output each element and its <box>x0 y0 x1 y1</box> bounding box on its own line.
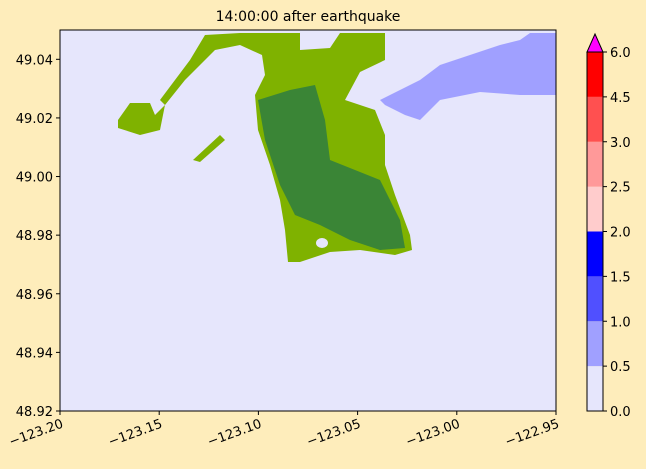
colorbar-label: 1.0 <box>610 315 631 330</box>
colorbar-label: 3.0 <box>610 136 631 151</box>
land <box>118 103 165 135</box>
x-tick-label: −122.95 <box>503 417 561 450</box>
y-tick-label: 49.02 <box>16 112 53 127</box>
colorbar-segment <box>587 52 603 97</box>
chart-title: 14:00:00 after earthquake <box>216 9 401 25</box>
y-tick-label: 48.92 <box>16 405 53 420</box>
colorbar-segment <box>587 186 603 232</box>
y-tick-label: 48.98 <box>16 229 53 244</box>
deep-inundation <box>258 85 405 250</box>
colorbar-segment <box>587 231 603 277</box>
y-tick-label: 49.00 <box>16 171 53 186</box>
y-tick-label: 48.96 <box>16 288 53 303</box>
colorbar-label: 2.0 <box>610 226 631 241</box>
x-tick-label: −123.20 <box>7 417 65 450</box>
pond <box>316 238 328 248</box>
x-tick-label: −123.00 <box>404 417 462 450</box>
colorbar-segment <box>587 276 603 322</box>
x-tick-label: −123.10 <box>206 417 264 450</box>
colorbar-segment <box>587 141 603 187</box>
colorbar-segment <box>587 96 603 142</box>
plot-area <box>59 29 557 412</box>
x-tick-label: −123.15 <box>106 417 164 450</box>
colorbar-segment <box>587 366 603 411</box>
colorbar-label: 1.5 <box>610 270 631 285</box>
colorbar-label: 6.0 <box>610 46 631 61</box>
colorbar-extend <box>586 32 604 53</box>
axes-frame <box>59 29 557 412</box>
y-tick-label: 48.94 <box>16 346 53 361</box>
land <box>193 135 225 162</box>
y-tick-label: 49.04 <box>16 53 53 68</box>
colorbar-label: 0.5 <box>610 360 631 375</box>
flooded-area <box>380 33 556 120</box>
colorbar-label: 0.0 <box>610 405 631 420</box>
colorbar-label: 2.5 <box>610 181 631 196</box>
x-tick-label: −123.05 <box>305 417 363 450</box>
colorbar-segment <box>587 321 603 367</box>
colorbar-label: 4.5 <box>610 91 631 106</box>
